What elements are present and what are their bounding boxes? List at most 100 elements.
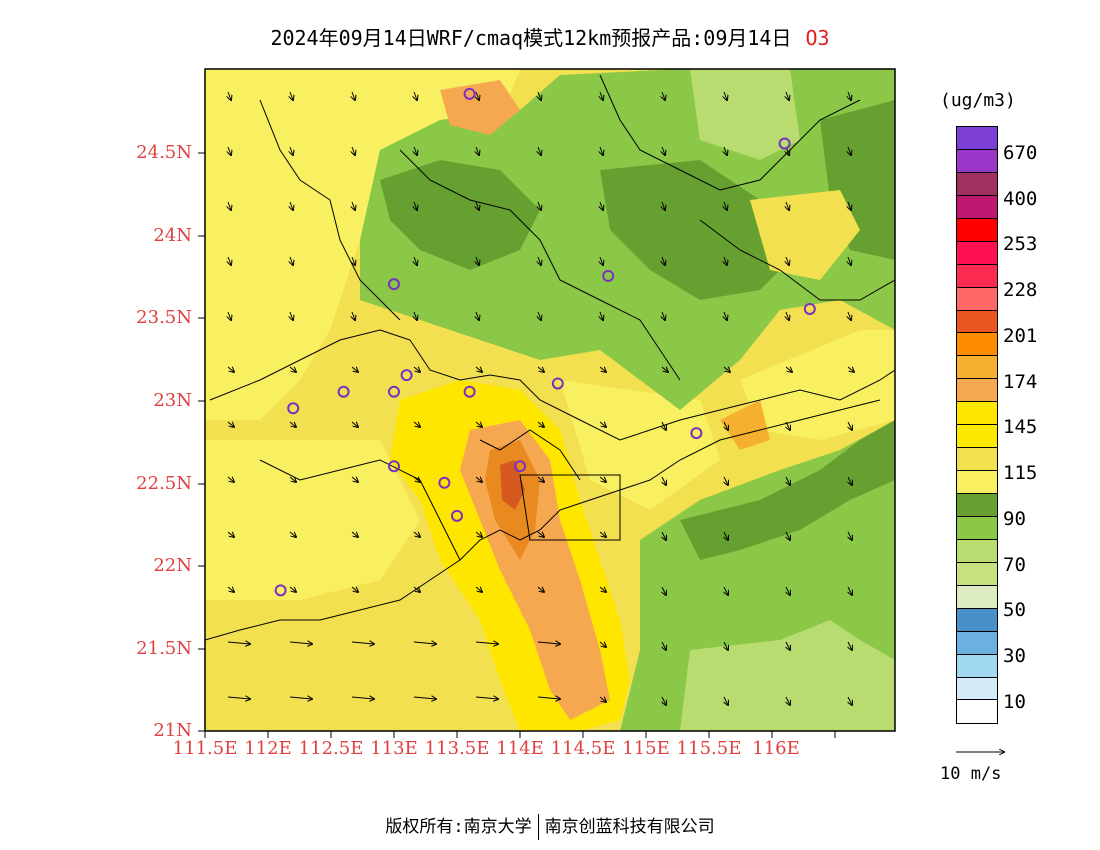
lon-label: 113.5E <box>424 738 490 759</box>
wind-vector <box>414 91 417 100</box>
map-title: 2024年09月14日WRF/cmaq模式12km预报产品:09月14日 O3 <box>0 22 1100 51</box>
field-se-70 <box>680 620 895 731</box>
wind-vector <box>848 311 851 320</box>
wind-vector <box>475 367 482 372</box>
wind-vector <box>352 311 355 320</box>
border-line-3 <box>399 149 681 381</box>
footer-divider <box>537 814 539 840</box>
wind-vector <box>661 367 668 372</box>
legend-swatch <box>957 172 997 196</box>
wind-vector <box>786 476 790 485</box>
wind-vector <box>848 696 852 705</box>
legend-swatch <box>957 402 997 426</box>
station-marker <box>602 269 615 282</box>
lon-label: 114E <box>496 738 544 759</box>
wind-vector <box>662 91 665 100</box>
wind-vector <box>662 421 666 430</box>
lon-label: 111.5E <box>172 738 238 759</box>
field-center-200 <box>500 460 525 510</box>
legend-swatch <box>957 471 997 494</box>
wind-vector <box>599 697 606 702</box>
legend-swatch <box>957 356 997 380</box>
wind-vector <box>289 532 296 537</box>
wind-vector <box>538 256 541 265</box>
legend-swatch <box>957 700 997 724</box>
wind-vector <box>413 587 420 592</box>
wind-vector <box>290 146 293 155</box>
legend-swatch <box>957 608 997 632</box>
lon-label: 115.5E <box>676 738 742 759</box>
wind-vector <box>724 311 727 320</box>
wind-vector <box>662 476 666 485</box>
wind-vector <box>352 201 355 210</box>
wind-vector <box>724 476 728 485</box>
wind-vector <box>289 642 312 644</box>
legend-label: 115 <box>1003 462 1038 484</box>
wind-vector <box>724 531 728 540</box>
wind-vector <box>848 476 852 485</box>
wind-vector <box>476 256 479 265</box>
legend-label: 228 <box>1003 279 1038 301</box>
legend-swatch <box>957 310 997 334</box>
wind-vector <box>476 311 479 320</box>
boundaries <box>205 74 895 641</box>
station-marker <box>463 385 476 398</box>
field-east-hotspot <box>720 400 770 450</box>
wind-vector <box>599 477 606 482</box>
legend-swatch <box>957 677 997 701</box>
wind-vector <box>537 477 544 482</box>
wind-vector <box>351 477 358 482</box>
wind-vector <box>228 256 231 265</box>
wind-vector <box>228 201 231 210</box>
legend-swatch <box>957 264 997 288</box>
legend-swatch <box>957 585 997 609</box>
wind-vector <box>475 532 482 537</box>
wind-vector <box>351 532 358 537</box>
wind-vector <box>662 586 666 595</box>
wind-vector <box>662 696 666 705</box>
wind-vector <box>475 697 498 699</box>
coast-line-1 <box>205 459 461 641</box>
wind-vector <box>786 201 789 210</box>
wind-vector <box>290 311 293 320</box>
wind-vector <box>413 367 420 372</box>
station-marker <box>451 509 463 522</box>
lat-label: 22.5N <box>136 473 192 494</box>
station-marker <box>287 402 300 415</box>
wind-vector <box>413 642 436 644</box>
wind-vector <box>413 697 436 699</box>
wind-vector <box>848 256 851 265</box>
station-marker <box>388 460 400 473</box>
wind-vector <box>537 422 544 427</box>
legend-swatch <box>957 127 997 150</box>
wind-vector <box>848 91 851 100</box>
wind-vector <box>537 587 544 592</box>
wind-vector <box>413 477 420 482</box>
legend-label: 400 <box>1003 188 1038 210</box>
wind-vector <box>351 587 358 592</box>
wind-vector <box>600 201 603 210</box>
wind-vector <box>414 311 417 320</box>
wind-vector <box>662 311 665 320</box>
field-east-115 <box>740 330 895 440</box>
wind-vector <box>413 532 420 537</box>
wind-vector <box>724 146 727 155</box>
wind-vector <box>476 201 479 210</box>
border-line-1 <box>209 329 895 441</box>
wind-vector <box>227 477 234 482</box>
legend-swatch <box>957 241 997 265</box>
wind-vector <box>662 146 665 155</box>
wind-vector <box>352 256 355 265</box>
wind-vector <box>537 642 560 644</box>
field-north-dark-90b <box>600 160 800 300</box>
field-west-115 <box>205 69 520 420</box>
lon-label: 112E <box>244 738 292 759</box>
legend-label: 90 <box>1003 508 1026 530</box>
region-box <box>519 474 621 541</box>
wind-vector <box>724 421 728 430</box>
wind-vector <box>848 201 851 210</box>
legend-swatch <box>957 494 997 517</box>
wind-vector <box>538 311 541 320</box>
station-marker <box>778 137 791 150</box>
